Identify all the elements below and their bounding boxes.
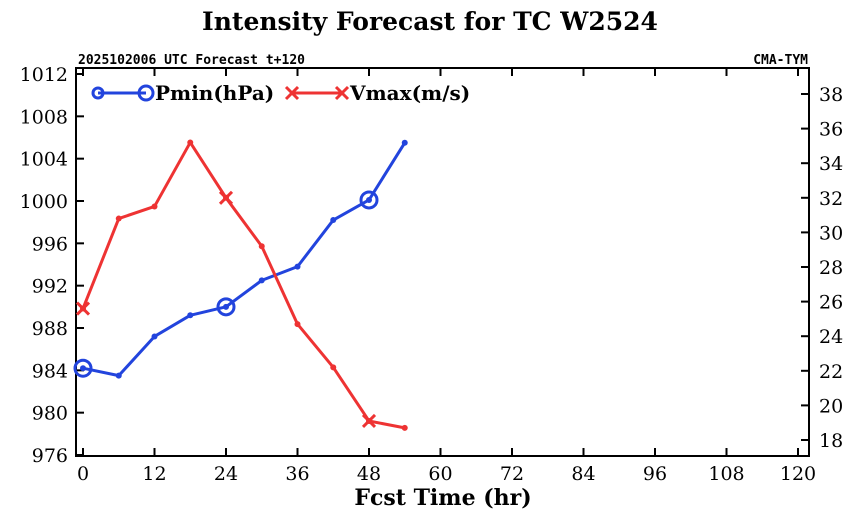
vmax-x-marker — [361, 413, 377, 429]
y-left-tick-label: 976 — [32, 445, 68, 467]
y-right-tick-label: 24 — [819, 326, 843, 348]
y-right-tick-label: 22 — [819, 361, 843, 383]
pmin-circle-marker — [73, 358, 93, 378]
y-right-tick-label: 18 — [819, 430, 843, 452]
vmax-point — [187, 139, 194, 146]
vmax-x-marker — [218, 190, 234, 205]
legend-pmin-marker — [137, 84, 155, 102]
vmax-x-marker — [75, 301, 91, 316]
pmin-circle-marker — [359, 190, 379, 210]
pmin-point — [330, 217, 337, 224]
x-axis: 0 12 24 36 48 60 72 84 96 108 120 — [77, 68, 816, 485]
legend-vmax-x-stroke — [284, 85, 300, 101]
x-tick-label: 120 — [780, 463, 816, 485]
legend-vmax-marker — [284, 85, 300, 101]
y-right-tick-label: 38 — [819, 84, 843, 106]
pmin-point — [401, 139, 408, 146]
pmin-point — [187, 312, 194, 319]
x-tick-label: 84 — [571, 463, 595, 485]
chart-subtitle-left: 2025102006 UTC Forecast t+120 — [78, 53, 305, 68]
y-left-tick-label: 1000 — [20, 191, 68, 213]
series-layer — [73, 139, 408, 431]
y-left-tick-label: 1004 — [20, 149, 68, 171]
pmin-circle-marker — [216, 297, 236, 317]
x-tick-label: 108 — [708, 463, 744, 485]
legend-vmax-x-stroke — [334, 85, 350, 101]
y-right-tick-label: 26 — [819, 292, 843, 314]
chart-title: Intensity Forecast for TC W2524 — [202, 7, 658, 36]
legend-vmax-label: Vmax(m/s) — [349, 81, 470, 105]
x-tick-label: 48 — [357, 463, 381, 485]
y-left-tick-label: 1012 — [20, 64, 68, 86]
x-tick-label: 0 — [77, 463, 89, 485]
x-tick-label: 72 — [500, 463, 524, 485]
pmin-point — [80, 365, 86, 372]
y-right-tick-label: 20 — [819, 395, 843, 417]
vmax-point — [258, 243, 265, 250]
vmax-line — [81, 140, 406, 430]
pmin-point — [258, 277, 265, 284]
y-left-tick-label: 980 — [32, 403, 68, 425]
legend-pmin-label: Pmin(hPa) — [155, 81, 274, 105]
pmin-point — [294, 263, 301, 270]
x-axis-label: Fcst Time (hr) — [354, 485, 531, 511]
legend: Pmin(hPa) Vmax(m/s) — [91, 81, 470, 105]
pmin-point — [115, 372, 122, 379]
y-axis-left: 976 980 984 988 992 996 1000 1004 1008 1012 — [20, 64, 84, 467]
y-right-tick-label: 36 — [819, 119, 843, 141]
y-right-tick-label: 34 — [819, 153, 843, 175]
x-tick-label: 36 — [285, 463, 309, 485]
legend-vmax-marker — [334, 85, 350, 101]
pmin-point — [151, 333, 158, 340]
vmax-point — [151, 203, 158, 210]
y-left-tick-label: 996 — [32, 233, 68, 255]
y-right-tick-label: 28 — [819, 257, 843, 279]
vmax-x-stroke — [218, 190, 234, 205]
vmax-point — [401, 424, 408, 431]
vmax-x-stroke — [361, 413, 377, 429]
plot-frame — [75, 67, 810, 457]
x-tick-label: 12 — [142, 463, 166, 485]
vmax-point — [294, 321, 301, 328]
vmax-x-stroke — [75, 301, 91, 316]
x-tick-label: 60 — [428, 463, 452, 485]
y-left-tick-label: 992 — [32, 276, 68, 298]
pmin-point — [223, 303, 229, 310]
pmin-line — [82, 141, 407, 378]
x-tick-label: 96 — [643, 463, 667, 485]
pmin-point — [366, 196, 372, 203]
vmax-point — [115, 215, 122, 222]
y-left-tick-label: 984 — [32, 360, 68, 382]
chart-subtitle-right: CMA-TYM — [753, 53, 808, 68]
x-tick-label: 24 — [214, 463, 238, 485]
vmax-point — [330, 364, 337, 371]
y-axis-right: 18 20 22 24 26 28 30 32 34 36 38 — [801, 84, 843, 452]
y-left-tick-label: 988 — [32, 318, 68, 340]
y-right-tick-label: 32 — [819, 188, 843, 210]
legend-pmin-marker — [91, 86, 105, 100]
y-right-tick-label: 30 — [819, 222, 843, 244]
y-left-tick-label: 1008 — [20, 106, 68, 128]
